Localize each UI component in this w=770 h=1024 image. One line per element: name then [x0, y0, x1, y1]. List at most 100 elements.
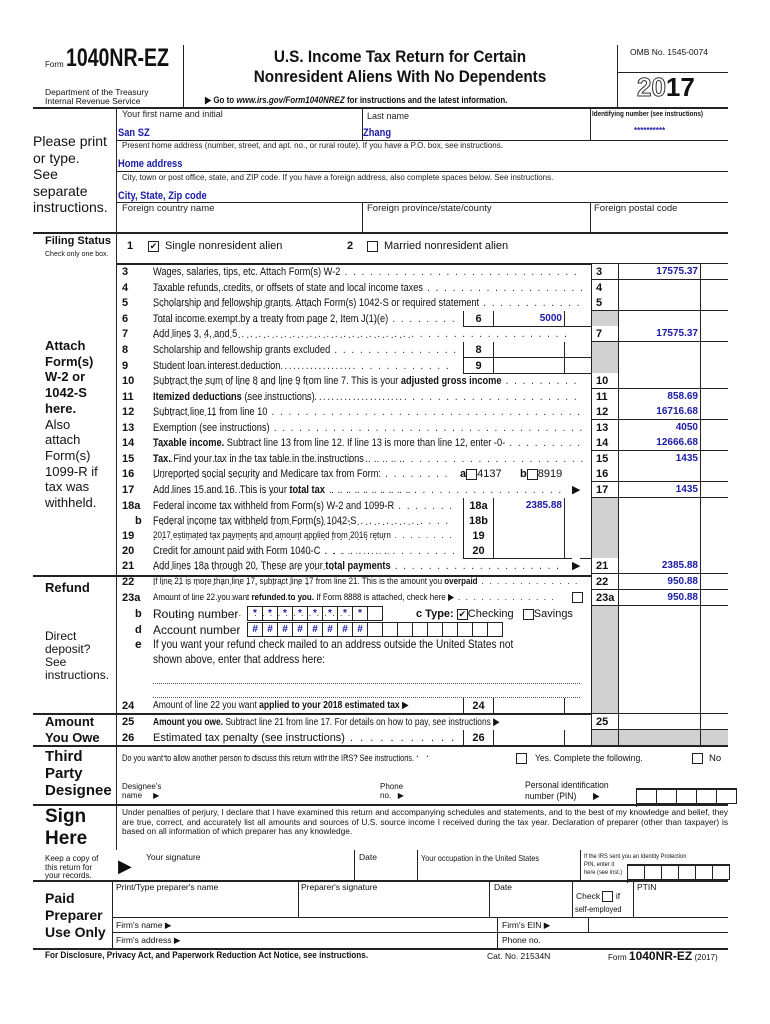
phone-label: Phone no. ▶ [380, 782, 404, 800]
firm-phone-field[interactable]: Phone no. [502, 935, 541, 945]
form-8919-checkbox[interactable] [526, 468, 538, 480]
line-text: Amount of line 22 you want applied to yo… [153, 698, 452, 714]
box-number: 13 [592, 420, 619, 435]
note-line: See [45, 655, 67, 669]
firm-name-field[interactable]: Firm's name ▶ [116, 920, 172, 930]
arrow-icon: ▶ [572, 558, 581, 574]
first-name-field[interactable]: San SZ [118, 127, 150, 139]
single-label: Single nonresident alien [165, 240, 283, 252]
note-line: deposit? [45, 642, 91, 656]
text: applied to your 2018 estimated tax [259, 700, 400, 711]
keep-copy-note: Keep a copy of this return for your reco… [45, 854, 98, 881]
ptin-field[interactable]: PTIN [637, 882, 657, 892]
title-line: Paid [45, 890, 75, 906]
label-line: here (see inst.) [584, 869, 623, 876]
firm-ein-field[interactable]: Firm's EIN ▶ [502, 920, 551, 930]
line-14-field[interactable]: 14 12666.68 [591, 435, 728, 451]
line-24-field[interactable]: 24 [463, 698, 591, 714]
line-6-field[interactable]: 6 5000 [463, 311, 591, 327]
preparer-signature-field[interactable]: Preparer's signature [301, 882, 378, 892]
box-number: 21 [592, 558, 619, 573]
signature-date-field[interactable]: Date [359, 852, 377, 862]
label-line: If the IRS sent you an Identity Protecti… [584, 853, 687, 860]
single-checkbox[interactable]: ✔ [148, 241, 159, 252]
line-15-field[interactable]: 15 1435 [591, 451, 728, 467]
shaded-area [591, 730, 728, 745]
line-20-field[interactable]: 20 [463, 543, 591, 559]
married-checkbox[interactable] [367, 241, 378, 252]
line-text: Scholarship and fellowship grants. Attac… [153, 295, 585, 327]
line-22-field[interactable]: 22 950.88 [591, 574, 728, 590]
account-number-field[interactable]: # # # # # # # # [247, 622, 503, 637]
if-label: if [615, 891, 621, 901]
line-18a-field[interactable]: 18a 2385.88 [463, 498, 591, 514]
preparer-name-field[interactable]: Print/Type preparer's name [116, 882, 219, 892]
third-party-yes-checkbox[interactable] [516, 753, 527, 764]
line-16-field[interactable]: 16 [591, 466, 728, 482]
digit-box [473, 622, 488, 637]
line-17-field[interactable]: 17 1435 [591, 482, 728, 498]
note-line: your records. [45, 871, 92, 880]
line-18b-field[interactable]: 18b [463, 513, 591, 529]
line-12-field[interactable]: 12 16716.68 [591, 404, 728, 420]
foreign-address-field[interactable] [153, 697, 580, 698]
self-employed-checkbox[interactable] [602, 891, 614, 903]
text: Subtract line 21 from line 17. For detai… [223, 716, 500, 728]
line-13-field[interactable]: 13 4050 [591, 420, 728, 436]
preparer-date-field[interactable]: Date [494, 882, 512, 892]
line-text: Taxable income. Subtract line 13 from li… [153, 435, 585, 467]
line-text: Taxable refunds, credits, or offsets of … [153, 280, 585, 312]
line-11-field[interactable]: 11 858.69 [591, 389, 728, 405]
box-number: 14 [592, 435, 619, 450]
line-21-field[interactable]: 21 2385.88 [591, 558, 728, 574]
line-text: Tax. Find your tax in the tax table in t… [153, 451, 585, 483]
your-signature-field[interactable]: Your signature [146, 852, 201, 862]
line-text-segment: Subtract line 11 from line 10 [153, 406, 268, 418]
line-text-segment: overpaid [444, 576, 478, 587]
last-name-field[interactable]: Zhang [363, 127, 392, 139]
irs-url-link[interactable]: www.irs.gov/Form1040NREZ [236, 95, 345, 106]
foreign-address-field[interactable] [153, 683, 580, 684]
form-8888-checkbox[interactable] [572, 592, 583, 603]
occupation-field[interactable]: Your occupation in the United States [421, 853, 539, 863]
designee-pin-field[interactable] [636, 788, 737, 807]
line-text: Amount you owe. Subtract line 21 from li… [153, 714, 585, 730]
footer-form-id: Form 1040NR-EZ (2017) [608, 949, 718, 963]
identifying-number-field[interactable]: ********** [634, 126, 666, 135]
text: Amount you owe. [153, 716, 223, 728]
line-25-field[interactable]: 25 [591, 714, 728, 730]
line-23a-field[interactable]: 23a 950.88 [591, 590, 728, 606]
line-4-field[interactable]: 4 [591, 280, 728, 296]
firm-address-field[interactable]: Firm's address ▶ [116, 935, 181, 945]
savings-checkbox[interactable] [522, 608, 534, 620]
line-9-field[interactable]: 9 [463, 358, 591, 374]
dept-line1: Department of the Treasury [45, 87, 149, 97]
box-number: 10 [592, 373, 619, 388]
box-number: 19 [464, 528, 494, 543]
line-3-field[interactable]: 3 17575.37 [591, 264, 728, 280]
title-line: Third [45, 748, 83, 765]
box-number: 5 [592, 295, 619, 310]
checking-checkbox[interactable]: ✔ [456, 608, 468, 620]
line-25: 25 Amount you owe. Subtract line 21 from… [120, 714, 728, 730]
tax-year-outline: 20 [637, 72, 667, 103]
routing-number-field[interactable]: * * * * * * * * [247, 606, 383, 621]
line-8-field[interactable]: 8 [463, 342, 591, 358]
line-5-field[interactable]: 5 [591, 295, 728, 311]
note-line: separate [33, 182, 88, 199]
identity-protection-pin-field[interactable] [627, 864, 730, 883]
form-4137-checkbox[interactable] [466, 468, 478, 480]
home-address-field[interactable]: Home address [118, 158, 183, 170]
line-19-field[interactable]: 19 [463, 528, 591, 544]
line-7-field[interactable]: 7 17575.37 [591, 326, 728, 342]
line-text: Amount of line 22 you want refunded to y… [153, 590, 561, 622]
line-text: If line 21 is more than line 17, subtrac… [153, 574, 585, 606]
line-text-segment: Credit for amount paid with Form 1040-C [153, 545, 321, 557]
line-text-segment: Federal income tax withheld from Form(s)… [153, 515, 357, 527]
line-24: 24 Amount of line 22 you want applied to… [120, 698, 728, 714]
city-state-zip-field[interactable]: City, State, Zip code [118, 190, 207, 202]
third-party-no-checkbox[interactable] [692, 753, 703, 764]
line-26-field[interactable]: 26 [463, 730, 591, 746]
line-10-field[interactable]: 10 [591, 373, 728, 389]
line-4: 4 Taxable refunds, credits, or offsets of… [120, 280, 728, 296]
